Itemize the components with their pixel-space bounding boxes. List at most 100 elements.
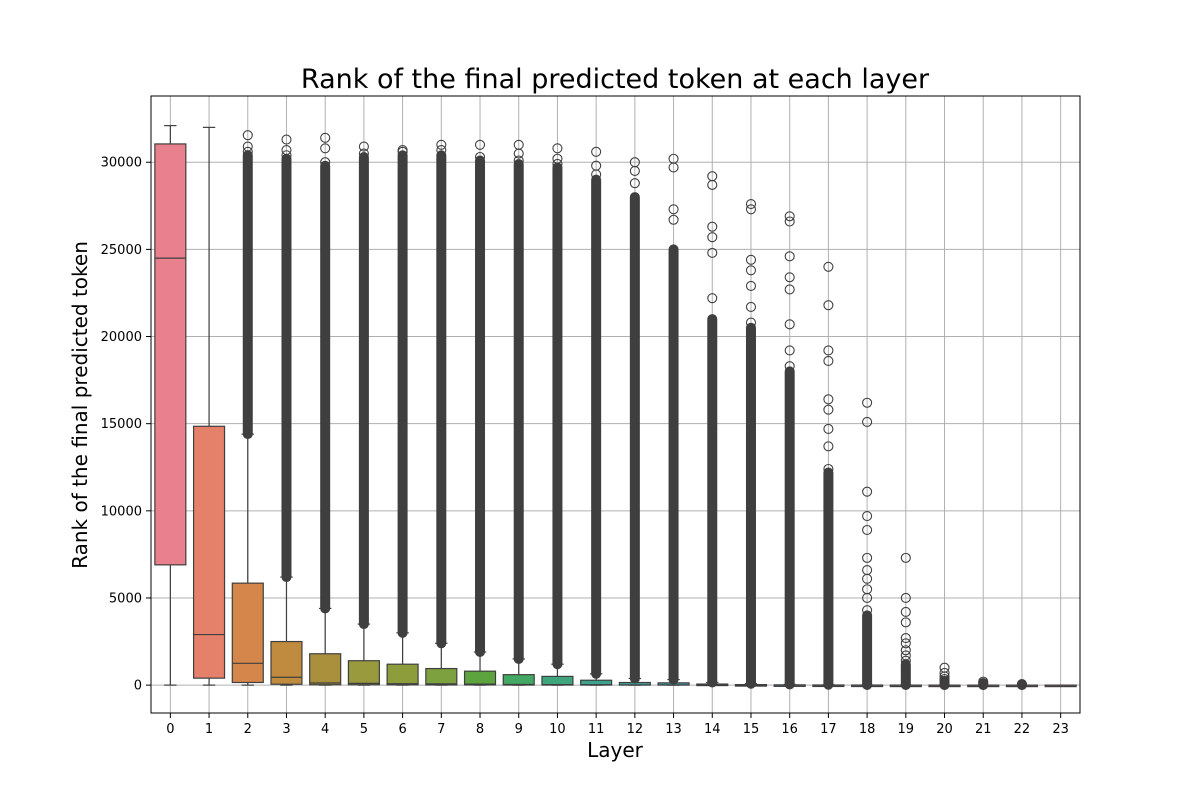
box-layer-23	[1044, 684, 1077, 688]
dense-outliers	[513, 158, 524, 664]
x-tick-label: 14	[704, 722, 721, 737]
x-tick-label: 13	[665, 722, 682, 737]
outlier-point	[823, 345, 834, 356]
box-layer-16	[773, 211, 806, 690]
y-tick-label: 30000	[101, 156, 142, 171]
outlier-point	[591, 169, 602, 180]
x-tick-label: 15	[743, 722, 760, 737]
outlier-point	[281, 144, 292, 156]
outlier-point	[474, 151, 486, 163]
outlier-point	[320, 132, 331, 143]
outlier-point	[823, 441, 834, 452]
y-tick-label: 25000	[101, 243, 142, 258]
outlier-point	[242, 146, 253, 157]
outlier-point	[242, 141, 253, 152]
box-layer-5	[347, 141, 380, 686]
outlier-point	[862, 573, 873, 584]
outlier-point	[552, 153, 563, 164]
outlier-point	[320, 157, 331, 168]
dense-outliers	[475, 155, 486, 657]
outlier-point	[823, 463, 834, 475]
outlier-point	[358, 141, 369, 152]
outlier-point	[862, 486, 873, 497]
dense-outliers	[862, 610, 873, 690]
outlier-point	[862, 397, 873, 408]
outlier-point	[668, 204, 679, 215]
x-tick-label: 4	[321, 722, 329, 737]
outlier-point	[745, 265, 757, 276]
box-layer-2	[231, 130, 264, 686]
box-layer-22	[1005, 679, 1039, 691]
outlier-point	[784, 361, 795, 372]
x-tick-label: 1	[205, 722, 213, 737]
outlier-point	[862, 552, 873, 563]
outlier-point	[358, 148, 369, 159]
dense-outliers	[358, 152, 369, 630]
box-body	[425, 667, 458, 686]
outlier-point	[668, 214, 679, 225]
box-body	[541, 675, 574, 686]
outlier-point	[900, 655, 911, 666]
outlier-point	[552, 158, 563, 170]
outlier-point	[784, 272, 795, 283]
y-tick-label: 5000	[109, 591, 142, 606]
outlier-point	[591, 146, 602, 157]
box-layer-4	[309, 132, 342, 686]
outlier-point	[513, 155, 524, 166]
box-layer-13	[657, 153, 690, 686]
x-tick-label: 7	[437, 722, 445, 737]
outlier-point	[707, 232, 718, 243]
outlier-point	[900, 552, 911, 563]
outlier-point	[629, 165, 640, 176]
outlier-point	[474, 139, 486, 150]
outlier-point	[823, 394, 834, 405]
x-tick-label: 22	[1014, 722, 1031, 737]
outlier-point	[862, 416, 873, 427]
x-tick-label: 23	[1052, 722, 1069, 737]
dense-outliers	[784, 366, 795, 690]
box-layer-10	[541, 143, 574, 686]
dense-outliers	[436, 150, 447, 649]
outlier-point	[900, 638, 911, 649]
outlier-point	[745, 280, 757, 292]
outlier-point	[784, 319, 795, 330]
y-tick-label: 15000	[101, 417, 142, 432]
dense-outliers	[242, 150, 253, 440]
outlier-point	[629, 178, 640, 189]
dense-outliers	[823, 467, 834, 690]
box-layer-18	[851, 397, 884, 690]
outlier-point	[978, 677, 989, 689]
outlier-point	[823, 261, 834, 272]
outlier-point	[668, 162, 679, 173]
x-tick-label: 21	[975, 722, 992, 737]
outlier-point	[862, 510, 873, 522]
outlier-point	[823, 355, 834, 366]
outlier-point	[513, 148, 524, 159]
box-layer-8	[463, 139, 497, 686]
y-axis-title: Rank of the final predicted token	[68, 241, 92, 569]
box-layer-14	[696, 171, 729, 688]
outlier-point	[242, 130, 253, 141]
chart-title: Rank of the final predicted token at eac…	[301, 64, 930, 95]
y-tick-label: 10000	[101, 504, 142, 519]
box-layer-11	[580, 146, 613, 686]
outlier-point	[823, 404, 834, 415]
box-layer-17	[812, 261, 845, 690]
dense-outliers	[707, 314, 718, 688]
outlier-point	[900, 617, 911, 628]
outlier-point	[707, 293, 718, 304]
outlier-point	[707, 221, 718, 232]
outlier-point	[745, 317, 757, 328]
x-tick-label: 11	[588, 722, 605, 737]
outlier-point	[784, 345, 795, 356]
box-body	[347, 660, 380, 686]
outlier-point	[281, 134, 292, 145]
x-tick-label: 12	[627, 722, 644, 737]
y-axis-ticks: 0 5000 10000 15000 20000 25000 30000	[101, 156, 151, 694]
x-tick-label: 3	[282, 722, 290, 737]
outlier-point	[862, 524, 873, 536]
outlier-point	[281, 150, 292, 161]
outlier-point	[900, 606, 911, 617]
outlier-point	[862, 605, 873, 616]
dense-outliers	[745, 322, 756, 689]
